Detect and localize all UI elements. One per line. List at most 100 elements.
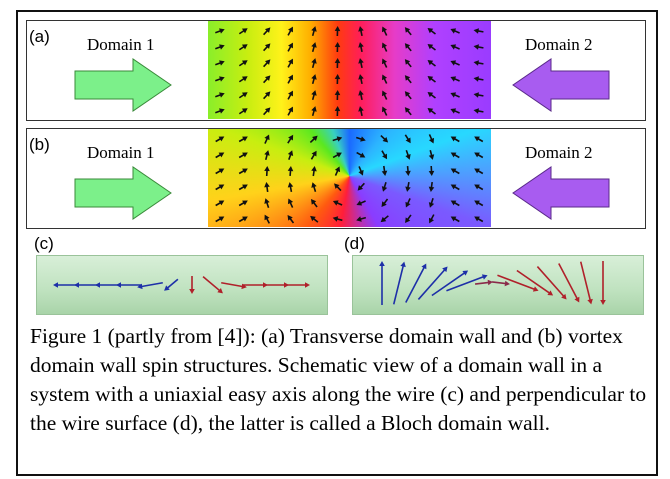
spin-arrow — [309, 135, 318, 144]
spin-arrow — [263, 75, 271, 84]
panel-d-wire — [352, 255, 644, 315]
spin-arrow — [450, 136, 460, 143]
spin-arrow — [334, 74, 341, 85]
domain-2-label: Domain 2 — [525, 35, 593, 54]
figure-caption: Figure 1 (partly from [4]): (a) Transver… — [30, 324, 647, 435]
spin-arrow — [379, 261, 385, 305]
spin-arrow — [264, 166, 270, 177]
spin-arrow — [536, 266, 567, 300]
spin-arrow — [287, 42, 293, 52]
spin-arrow — [215, 92, 225, 98]
spin-arrow — [287, 26, 293, 36]
spin-arrow — [287, 198, 294, 208]
spin-arrow — [311, 74, 317, 85]
spin-arrow — [427, 91, 436, 99]
spin-arrow — [450, 152, 460, 159]
spin-arrow — [264, 198, 270, 208]
spin-arrow — [381, 198, 389, 207]
spin-arrow — [310, 199, 318, 208]
spin-arrow — [238, 200, 248, 207]
spin-arrow — [404, 75, 412, 84]
spin-arrow — [473, 44, 484, 50]
spin-arrow — [358, 166, 364, 176]
domain-2-arrow-icon — [512, 58, 610, 112]
domain-2-label: Domain 2 — [525, 143, 593, 162]
spin-arrow — [381, 165, 388, 176]
spin-arrow — [164, 278, 179, 291]
panel-d-label: (d) — [344, 234, 365, 253]
spin-arrow — [497, 274, 539, 292]
spin-arrow — [428, 181, 435, 192]
domain-2-arrow-icon — [512, 166, 610, 220]
spin-arrow — [405, 150, 411, 160]
spin-arrow — [381, 42, 388, 52]
spin-arrow — [311, 90, 317, 101]
spin-arrow — [215, 152, 225, 159]
spin-arrow — [238, 76, 248, 83]
spin-arrow — [334, 42, 341, 53]
spin-arrow — [287, 90, 293, 100]
spin-arrow — [428, 149, 435, 160]
spin-arrow — [381, 90, 388, 100]
spin-arrow — [310, 215, 319, 223]
spin-arrow — [473, 60, 484, 66]
spin-arrow — [450, 44, 460, 50]
spin-arrow — [405, 181, 411, 192]
spin-arrow — [311, 182, 317, 193]
spin-arrow — [405, 165, 411, 176]
spin-arrow — [263, 107, 271, 116]
spin-arrow — [356, 216, 367, 222]
spin-arrow — [311, 26, 317, 37]
spin-arrow — [238, 152, 248, 159]
domain-1-arrow-icon — [74, 166, 172, 220]
figure-frame — [16, 10, 658, 476]
spin-arrow — [287, 182, 294, 193]
spin-arrow — [450, 76, 460, 82]
spin-arrow — [215, 44, 225, 50]
spin-arrow — [473, 108, 484, 114]
spin-arrow — [381, 26, 388, 36]
spin-arrow — [404, 59, 412, 68]
spin-arrow — [474, 200, 484, 207]
spin-arrow — [427, 59, 436, 67]
spin-arrow — [474, 184, 484, 191]
spin-arrow — [215, 216, 225, 223]
spin-arrow — [392, 261, 406, 305]
spin-arrow — [428, 165, 435, 176]
spin-arrow — [355, 136, 366, 142]
spin-arrow — [405, 263, 427, 303]
spin-arrow — [311, 166, 317, 177]
spin-arrow — [334, 183, 342, 192]
spin-arrow — [473, 92, 484, 98]
spin-arrow — [263, 59, 271, 68]
spin-arrow — [358, 106, 364, 117]
spin-arrow — [558, 263, 580, 303]
spin-arrow — [334, 90, 341, 101]
spin-arrow — [332, 136, 343, 142]
spin-arrow — [358, 26, 364, 37]
spin-arrow — [287, 74, 293, 84]
spin-arrow — [202, 276, 223, 294]
spin-arrow — [431, 270, 469, 297]
spin-arrow — [405, 214, 412, 224]
spin-arrow — [427, 27, 436, 35]
spin-arrow — [238, 44, 248, 51]
spin-arrow — [427, 43, 436, 51]
spin-arrow — [358, 90, 364, 101]
vortex-wall-map — [208, 129, 491, 227]
spin-arrow — [264, 150, 270, 161]
spin-arrow — [311, 106, 317, 117]
spin-arrow — [427, 107, 436, 115]
spin-arrow — [215, 184, 225, 191]
spin-arrow — [334, 166, 341, 176]
spin-arrow — [381, 58, 388, 68]
spin-arrow — [238, 92, 248, 99]
spin-arrow — [473, 28, 484, 34]
spin-arrow — [263, 91, 271, 100]
spin-arrow — [215, 76, 225, 82]
spin-arrow — [264, 182, 270, 193]
spin-arrow — [116, 282, 142, 288]
spin-arrow — [238, 60, 248, 67]
spin-arrow — [358, 74, 364, 85]
spin-arrow — [474, 136, 484, 143]
